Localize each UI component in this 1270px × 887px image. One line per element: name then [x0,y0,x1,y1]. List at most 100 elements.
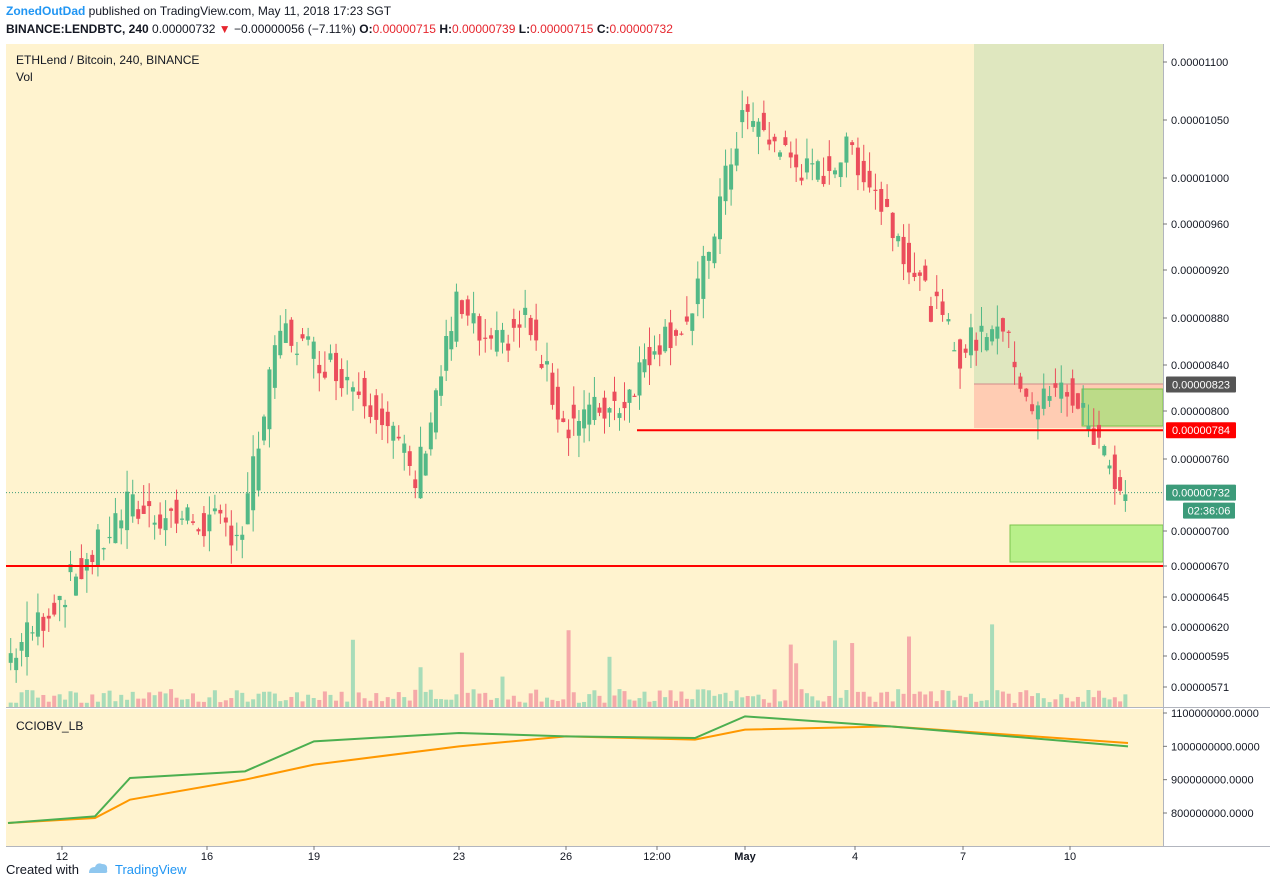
volume-bar [454,694,459,707]
candle-body [517,324,522,328]
time-tick-label: 12:00 [643,851,671,863]
candle-body [1024,388,1029,397]
volume-bar [30,690,35,707]
volume-bar [477,693,482,707]
candle-body [190,521,195,523]
time-tick-label: 12 [56,851,68,863]
candle-body [1107,465,1112,469]
candle-body [158,514,163,529]
candle-body [550,372,555,405]
candle-body [855,147,860,176]
candle-body [663,326,668,352]
tradingview-link[interactable]: TradingView [114,862,187,877]
candle-body [815,161,820,180]
candle-body [799,177,804,181]
candle-body [477,316,482,341]
candle-body [449,331,454,350]
volume-bar [356,692,361,707]
candle-body [218,509,223,514]
volume-bar [756,694,761,707]
time-tick-label: 10 [1064,851,1076,863]
candle-body [356,391,361,396]
volume-bar [946,690,951,707]
change-arrow-icon: ▼ [218,22,231,36]
volume-bar [418,667,423,707]
volume-bar [1024,690,1029,707]
volume-bar [317,699,322,707]
price-tick-label: 0.00000880 [1171,313,1229,325]
volume-bar [294,692,299,707]
volume-bar [1030,696,1035,707]
candle-body [838,162,843,178]
candle-body [794,154,799,168]
author-link[interactable]: ZonedOutDad [6,4,86,18]
volume-bar [642,691,647,707]
volume-bar [833,640,837,707]
tradingview-logo-icon[interactable] [87,861,109,878]
candle-body [130,494,135,517]
volume-bar [25,689,30,707]
volume-bar [41,694,46,707]
volume-bar [855,691,860,707]
indicator-tick-label: 1100000000.0000 [1171,708,1259,720]
obv-line [7,715,1129,824]
volume-bar [1107,699,1112,707]
volume-bar [1070,701,1075,707]
volume-label: Vol [16,70,33,84]
indicator-axis[interactable]: 1100000000.0000 1000000000.0000 900000000.… [1163,708,1260,820]
volume-bar [550,699,555,707]
candle-body [979,325,984,332]
candle-body [934,291,939,297]
candle-body [413,479,418,489]
candle-body [539,364,544,368]
volume-bar [690,699,695,707]
volume-bar [489,699,494,707]
volume-bar [423,691,428,707]
volume-bar [101,693,106,707]
open-label: O: [359,22,373,36]
candle-body [95,529,100,566]
volume-bar [896,689,901,707]
volume-bar [745,695,750,707]
volume-bar [52,695,57,707]
volume-bar [679,691,684,707]
level-lines [6,429,1163,567]
candle-body [867,170,872,188]
candle-body [57,595,62,601]
volume-bar [311,698,316,707]
candle-body [1065,392,1070,397]
volume-bar [885,691,890,707]
volume-bar [306,694,311,707]
candle-body [368,405,373,417]
volume-bar [8,702,13,707]
candle-body [885,198,890,207]
candle-body [169,508,174,511]
candle-body [294,353,299,355]
volume-bar [827,696,832,707]
indicator-lines [7,715,1129,824]
candle-body [984,337,989,351]
low-label: L: [518,22,531,36]
volume-bar [923,694,928,707]
candle-body [229,525,234,546]
candles [8,90,1128,683]
price-axis[interactable]: 0.00001100 0.00001050 0.00001000 0.00000960… [1163,57,1229,694]
candle-body [380,408,385,426]
volume-bar [804,693,809,707]
volume-bar [517,701,522,707]
price-tick-label: 0.00001050 [1171,115,1229,127]
volume-bar [990,624,995,707]
chart-title: ETHLend / Bitcoin, 240, BINANCE [16,53,200,67]
candle-body [952,350,957,352]
candle-body [995,326,1000,339]
candle-body [1000,318,1005,332]
published-text: published on TradingView.com, May 11, 20… [88,4,392,18]
volume-bar [413,689,418,707]
candle-body [300,334,305,339]
volume-bar [539,701,544,707]
volume-bar [345,701,350,707]
volume-bar [767,702,772,707]
time-axis[interactable]: 12 16 19 23 26 12:00 May 4 7 10 [56,846,1076,863]
candle-body [968,327,973,356]
